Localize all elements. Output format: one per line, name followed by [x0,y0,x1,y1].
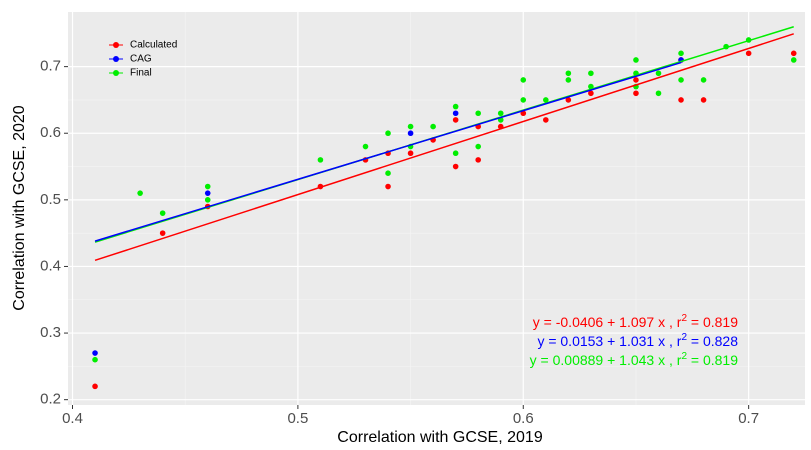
point [700,97,707,103]
point [588,70,594,77]
regression-line [94,61,682,242]
point [204,190,211,196]
point [543,117,549,123]
point [385,183,391,190]
point [475,157,481,163]
point [633,77,639,83]
point [678,77,684,83]
point [543,97,549,103]
point [407,130,414,137]
equation-text: = 0.819 [687,314,738,330]
equation: y = 0.0153 + 1.031 x , r2 = 0.828 [537,332,738,349]
point [745,50,752,57]
x-tick-label: 0.6 [513,410,534,427]
point [520,97,527,103]
y-tick-label: 0.7 [40,58,61,75]
point [588,90,594,97]
y-tick-label: 0.2 [40,391,61,408]
point [475,110,481,117]
point [407,150,414,157]
point [92,356,98,363]
point [204,197,211,203]
point [362,143,369,150]
point [790,50,797,57]
point [452,150,459,157]
point [159,210,166,216]
equation-text: = 0.828 [687,333,738,349]
point [565,70,572,77]
point [407,123,414,130]
point [475,143,481,150]
point [633,90,639,97]
point [452,110,459,117]
equation-superscript: 2 [681,351,687,362]
equation: y = -0.0406 + 1.097 x , r2 = 0.819 [533,313,738,330]
x-tick-label: 0.5 [287,410,308,427]
equation-text: = 0.819 [687,352,738,368]
point [497,110,504,117]
equation-superscript: 2 [681,332,687,343]
legend-label: CAG [130,54,152,65]
point [159,230,166,236]
x-tick-label: 0.4 [62,410,83,427]
point [430,123,436,130]
point [137,190,143,196]
point [655,70,662,77]
point [633,57,639,63]
regression-line [94,33,794,262]
point [790,57,797,63]
equation-text: y = -0.0406 + 1.097 x , r [533,314,682,330]
equation: y = 0.00889 + 1.043 x , r2 = 0.819 [530,351,739,368]
y-tick-label: 0.5 [40,191,61,208]
point [565,77,572,83]
point [92,383,98,390]
point [385,170,391,176]
y-axis-label: Correlation with GCSE, 2020 [11,105,28,311]
point [452,117,459,123]
point [204,183,211,190]
point [678,97,684,103]
equation-superscript: 2 [681,313,687,324]
point [452,163,459,170]
legend-label: Final [130,68,152,79]
legend-label: Calculated [130,40,177,51]
point [700,77,707,83]
y-tick-label: 0.6 [40,124,61,141]
point [452,103,459,110]
point [92,350,98,356]
point [588,83,594,90]
x-tick-label: 0.7 [738,410,759,427]
point [655,90,662,97]
point [565,97,572,103]
point [520,77,527,83]
y-tick-label: 0.4 [40,257,61,274]
point [678,50,684,57]
point [385,130,391,137]
y-tick-label: 0.3 [40,324,61,341]
x-axis-label: Correlation with GCSE, 2019 [337,429,543,446]
equation-text: y = 0.00889 + 1.043 x , r [530,352,682,368]
equation-text: y = 0.0153 + 1.031 x , r [537,333,681,349]
point [317,157,324,163]
